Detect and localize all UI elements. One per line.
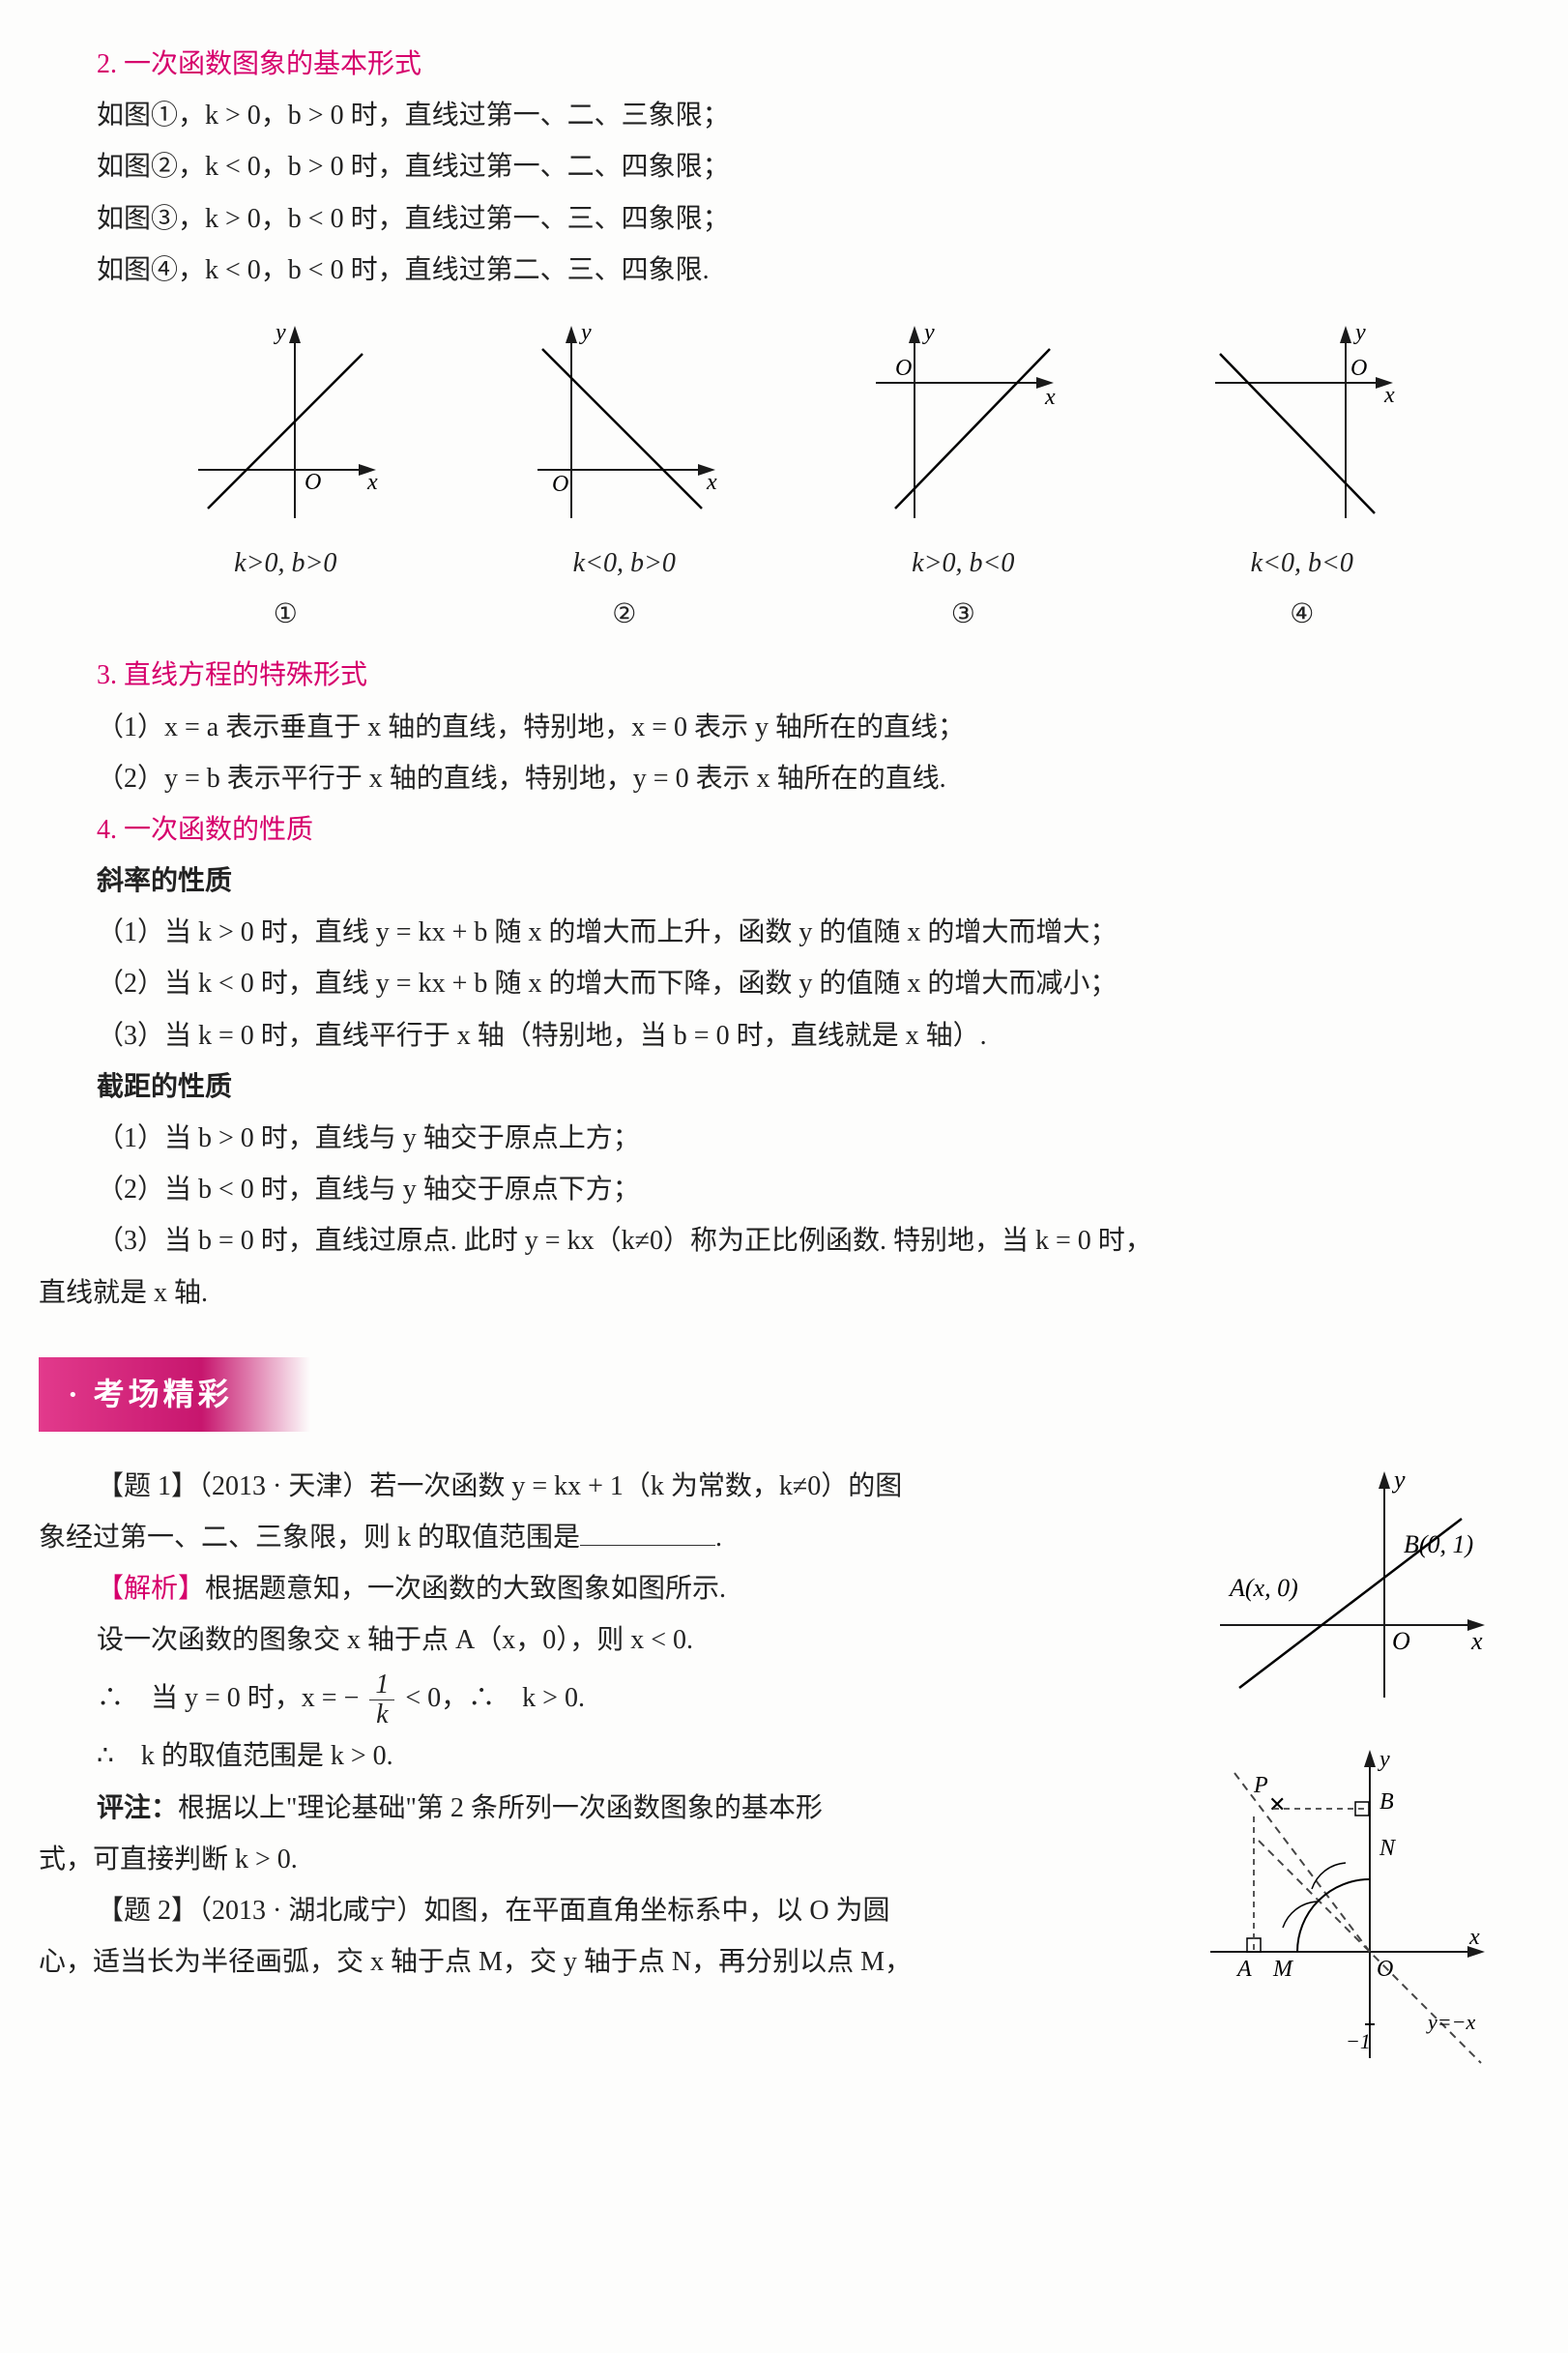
q2-line2: 心，适当长为半径画弧，交 x 轴于点 M，交 y 轴于点 N，再分别以点 M， <box>39 1936 1181 1988</box>
q1-line1a: 【题 1】（2013 · 天津）若一次函数 y = kx + 1（k 为常数，k… <box>97 1461 1181 1512</box>
sec2-line-1: 如图①，k > 0，b > 0 时，直线过第一、二、三象限； <box>97 90 1510 141</box>
jx-label: 【解析】 <box>97 1574 205 1604</box>
fraction-1-over-k: 1k <box>369 1670 394 1731</box>
fig2-P: P <box>1253 1773 1268 1798</box>
fig2-N: N <box>1379 1836 1397 1861</box>
sec3-line-2: （2）y = b 表示平行于 x 轴的直线，特别地，y = 0 表示 x 轴所在… <box>97 753 1510 804</box>
graph-3: O x y k>0, b<0 ③ <box>857 315 1069 640</box>
sec4-s2l3b: 直线就是 x 轴. <box>39 1267 1510 1319</box>
svg-text:x: x <box>1383 383 1395 408</box>
fig2-y: y <box>1378 1747 1390 1772</box>
graph-3-svg: O x y <box>857 315 1069 537</box>
fig2-B: B <box>1379 1789 1394 1815</box>
sec4-s1l2: （2）当 k < 0 时，直线 y = kx + b 随 x 的增大而下降，函数… <box>97 958 1510 1009</box>
svg-text:x: x <box>366 470 378 495</box>
sec2-line-2: 如图②，k < 0，b > 0 时，直线过第一、二、四象限； <box>97 141 1510 192</box>
section-4-title: 4. 一次函数的性质 <box>97 804 1510 856</box>
graph-1-svg: O x y <box>179 315 392 537</box>
exam-banner: · 考场精彩 <box>39 1357 310 1432</box>
q1-line1c: . <box>715 1523 722 1553</box>
fig2-neg1: −1 <box>1346 2029 1371 2053</box>
q1-jx2: 设一次函数的图象交 x 轴于点 A（x，0），则 x < 0. <box>97 1614 1181 1666</box>
svg-text:x: x <box>706 470 717 495</box>
graph-3-caption: k>0, b<0 <box>857 537 1069 589</box>
fig1-B: B(0, 1) <box>1404 1530 1473 1558</box>
svg-text:O: O <box>552 472 568 497</box>
fig2-O: O <box>1377 1957 1393 1982</box>
graph-4: O x y k<0, b<0 ④ <box>1196 315 1408 640</box>
graph-1-caption: k>0, b>0 <box>179 537 392 589</box>
sec4-sub1: 斜率的性质 <box>97 856 1510 907</box>
section-3-title: 3. 直线方程的特殊形式 <box>97 650 1510 701</box>
graph-1-number: ① <box>274 589 298 640</box>
q1-pz: 评注：根据以上"理论基础"第 2 条所列一次函数图象的基本形 <box>97 1783 1181 1834</box>
sec4-s1l3: （3）当 k = 0 时，直线平行于 x 轴（特别地，当 b = 0 时，直线就… <box>97 1010 1510 1061</box>
fig2-Px: ✕ <box>1268 1792 1286 1816</box>
sec2-line-3: 如图③，k > 0，b < 0 时，直线过第一、三、四象限； <box>97 193 1510 245</box>
svg-text:y: y <box>579 320 592 345</box>
svg-text:O: O <box>895 356 912 381</box>
q2-figure: ✕ P B N A M O x y −1 y=−x <box>1201 1739 1491 2068</box>
graph-3-number: ③ <box>951 589 975 640</box>
q1-jx1: 根据题意知，一次函数的大致图象如图所示. <box>205 1574 726 1604</box>
pz-label: 评注： <box>97 1793 178 1823</box>
fig1-x: x <box>1470 1627 1483 1655</box>
graph-2-caption: k<0, b>0 <box>518 537 731 589</box>
q2-line1: 【题 2】（2013 · 湖北咸宁）如图，在平面直角坐标系中，以 O 为圆 <box>97 1885 1181 1936</box>
q1-line1b-wrap: 象经过第一、二、三象限，则 k 的取值范围是. <box>39 1512 1181 1563</box>
graph-2: O x y k<0, b>0 ② <box>518 315 731 640</box>
q1-jx3: ∴ 当 y = 0 时，x = − 1k < 0，∴ k > 0. <box>97 1666 1181 1730</box>
graph-2-svg: O x y <box>518 315 731 537</box>
svg-text:y: y <box>922 320 935 345</box>
sec2-line-4: 如图④，k < 0，b < 0 时，直线过第二、三、四象限. <box>97 245 1510 296</box>
sec4-s2l2: （2）当 b < 0 时，直线与 y 轴交于原点下方； <box>97 1164 1510 1215</box>
sec4-sub2: 截距的性质 <box>97 1061 1510 1113</box>
sec3-line-1: （1）x = a 表示垂直于 x 轴的直线，特别地，x = 0 表示 y 轴所在… <box>97 702 1510 753</box>
q1-pz1: 根据以上"理论基础"第 2 条所列一次函数图象的基本形 <box>178 1793 823 1823</box>
graph-4-number: ④ <box>1290 589 1314 640</box>
question-block: 【题 1】（2013 · 天津）若一次函数 y = kx + 1（k 为常数，k… <box>39 1461 1510 2085</box>
fig2-yline: y=−x <box>1426 2010 1475 2034</box>
fig1-y: y <box>1391 1466 1406 1494</box>
q1-figure: A(x, 0) B(0, 1) O x y <box>1201 1461 1491 1712</box>
svg-text:O: O <box>1350 356 1367 381</box>
fig2-M: M <box>1272 1957 1294 1982</box>
svg-text:y: y <box>274 320 286 345</box>
fig1-O: O <box>1392 1627 1410 1655</box>
q1-line1b: 象经过第一、二、三象限，则 k 的取值范围是 <box>39 1523 580 1553</box>
svg-text:x: x <box>1044 385 1056 410</box>
graphs-row: O x y k>0, b>0 ① O x y k<0, b>0 ② O x y <box>116 315 1471 640</box>
fig2-A: A <box>1235 1957 1252 1982</box>
sec4-s2l3a: （3）当 b = 0 时，直线过原点. 此时 y = kx（k≠0）称为正比例函… <box>97 1215 1510 1266</box>
q1-jx-line1: 【解析】根据题意知，一次函数的大致图象如图所示. <box>97 1563 1181 1614</box>
svg-text:y: y <box>1353 320 1366 345</box>
q1-jx4: ∴ k 的取值范围是 k > 0. <box>97 1730 1181 1782</box>
q1-jx3b: < 0，∴ k > 0. <box>405 1683 585 1713</box>
section-2-title: 2. 一次函数图象的基本形式 <box>97 39 1510 90</box>
q1-jx3a: ∴ 当 y = 0 时，x = − <box>97 1683 359 1713</box>
svg-text:O: O <box>305 470 321 495</box>
graph-4-caption: k<0, b<0 <box>1196 537 1408 589</box>
fig2-x: x <box>1468 1925 1480 1950</box>
graph-4-svg: O x y <box>1196 315 1408 537</box>
sec4-s2l1: （1）当 b > 0 时，直线与 y 轴交于原点上方； <box>97 1113 1510 1164</box>
blank-answer <box>580 1545 715 1546</box>
q1-pz2: 式，可直接判断 k > 0. <box>39 1834 1181 1885</box>
sec4-s1l1: （1）当 k > 0 时，直线 y = kx + b 随 x 的增大而上升，函数… <box>97 907 1510 958</box>
fig1-A: A(x, 0) <box>1228 1574 1298 1602</box>
graph-2-number: ② <box>612 589 636 640</box>
graph-1: O x y k>0, b>0 ① <box>179 315 392 640</box>
